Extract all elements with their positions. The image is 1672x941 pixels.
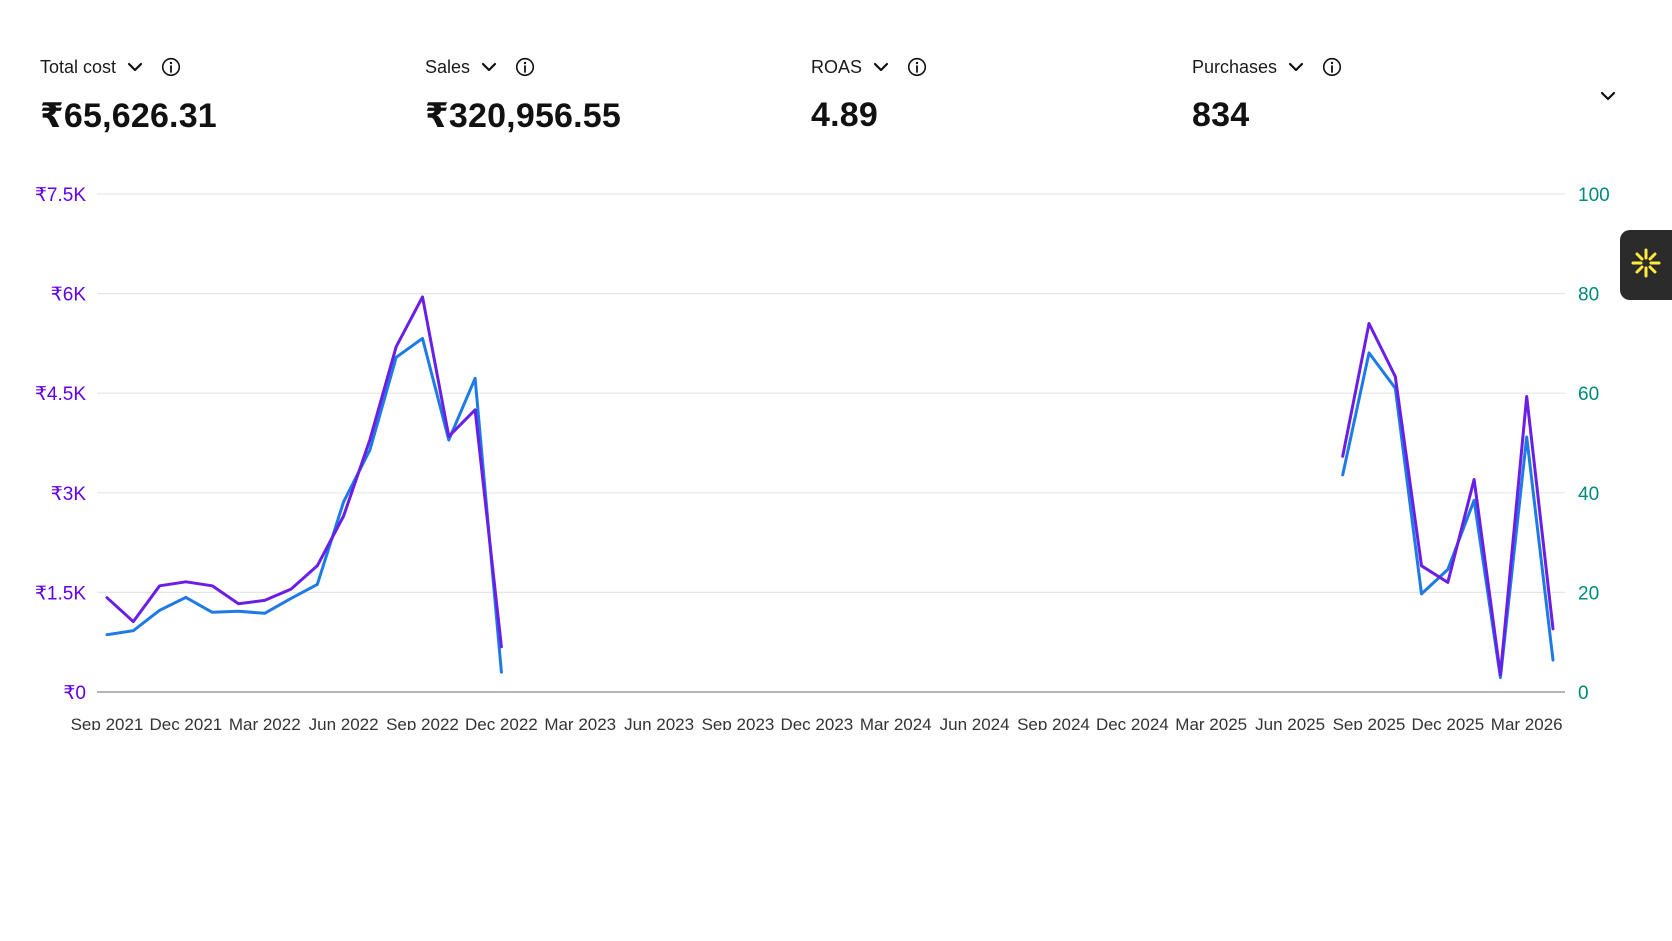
y-left-tick-label: ₹4.5K [35, 384, 87, 405]
collapse-chevron-down-icon[interactable] [1596, 84, 1620, 108]
y-right-tick-label: 40 [1578, 484, 1599, 505]
series-line-total-cost [1341, 322, 1555, 677]
metric-label: Purchases [1192, 56, 1278, 77]
chevron-down-icon[interactable] [870, 56, 892, 78]
y-left-tick-label: ₹0 [63, 683, 86, 704]
metric-roas: ROAS 4.89 [811, 52, 928, 135]
x-tick-label: Mar 2023 [544, 715, 616, 730]
metric-sales: Sales ₹320,956.55 [425, 52, 621, 136]
x-tick-label: Dec 2024 [1096, 715, 1169, 730]
y-right-tick-label: 20 [1578, 583, 1599, 604]
x-tick-label: Sep 2023 [702, 715, 775, 730]
metric-label: Sales [425, 56, 471, 77]
line-chart: ₹0 0 ₹1.5K 20 ₹3K 40 ₹4.5K 60 ₹6K 80 ₹7.5K 100 Sep 2… [35, 185, 1610, 730]
x-tick-label: Sep 2021 [71, 715, 144, 730]
y-right-tick-label: 80 [1578, 285, 1599, 306]
x-tick-label: Dec 2021 [149, 715, 222, 730]
x-tick-label: Jun 2025 [1255, 715, 1325, 730]
series-line-purchases [105, 336, 503, 674]
y-right-tick-label: 0 [1578, 683, 1589, 704]
x-tick-label: Sep 2024 [1017, 715, 1090, 730]
metric-value: ₹320,956.55 [425, 97, 622, 135]
y-left-tick-label: ₹6K [51, 285, 87, 306]
chevron-down-icon[interactable] [124, 56, 146, 78]
y-right-tick-label: 60 [1578, 384, 1599, 405]
x-tick-label: Jun 2022 [309, 715, 379, 730]
y-right-tick-label: 100 [1578, 185, 1610, 206]
x-tick-label: Mar 2026 [1491, 715, 1563, 730]
y-left-tick-label: ₹3K [51, 484, 87, 505]
x-tick-label: Mar 2024 [860, 715, 932, 730]
metrics-bar: Total cost ₹65,626.31 Sales ₹320,956.55 … [0, 0, 1672, 150]
sparkle-icon [1629, 246, 1663, 285]
metric-label: ROAS [811, 56, 863, 77]
metric-value: ₹65,626.31 [40, 97, 217, 135]
info-icon[interactable] [1321, 56, 1343, 78]
y-left-tick-label: ₹1.5K [35, 583, 87, 604]
x-tick-label: Mar 2022 [229, 715, 301, 730]
chevron-down-icon[interactable] [478, 56, 500, 78]
info-icon[interactable] [906, 56, 928, 78]
metric-value: 4.89 [811, 96, 878, 134]
series-line-purchases [1341, 351, 1555, 680]
x-tick-label: Jun 2024 [940, 715, 1010, 730]
x-tick-label: Jun 2023 [624, 715, 694, 730]
x-tick-label: Sep 2022 [386, 715, 459, 730]
metric-label: Total cost [40, 56, 117, 77]
x-tick-label: Dec 2023 [780, 715, 853, 730]
metric-total-cost: Total cost ₹65,626.31 [40, 52, 217, 136]
chevron-down-icon[interactable] [1285, 56, 1307, 78]
metric-value: 834 [1192, 96, 1250, 134]
metric-purchases: Purchases 834 [1192, 52, 1343, 135]
assistant-button[interactable] [1620, 230, 1672, 300]
info-icon[interactable] [160, 56, 182, 78]
series-line-total-cost [105, 295, 503, 649]
x-tick-label: Mar 2025 [1175, 715, 1247, 730]
info-icon[interactable] [514, 56, 536, 78]
x-tick-label: Dec 2022 [465, 715, 538, 730]
x-tick-label: Dec 2025 [1411, 715, 1484, 730]
y-left-tick-label: ₹7.5K [35, 185, 87, 206]
x-tick-label: Sep 2025 [1333, 715, 1406, 730]
